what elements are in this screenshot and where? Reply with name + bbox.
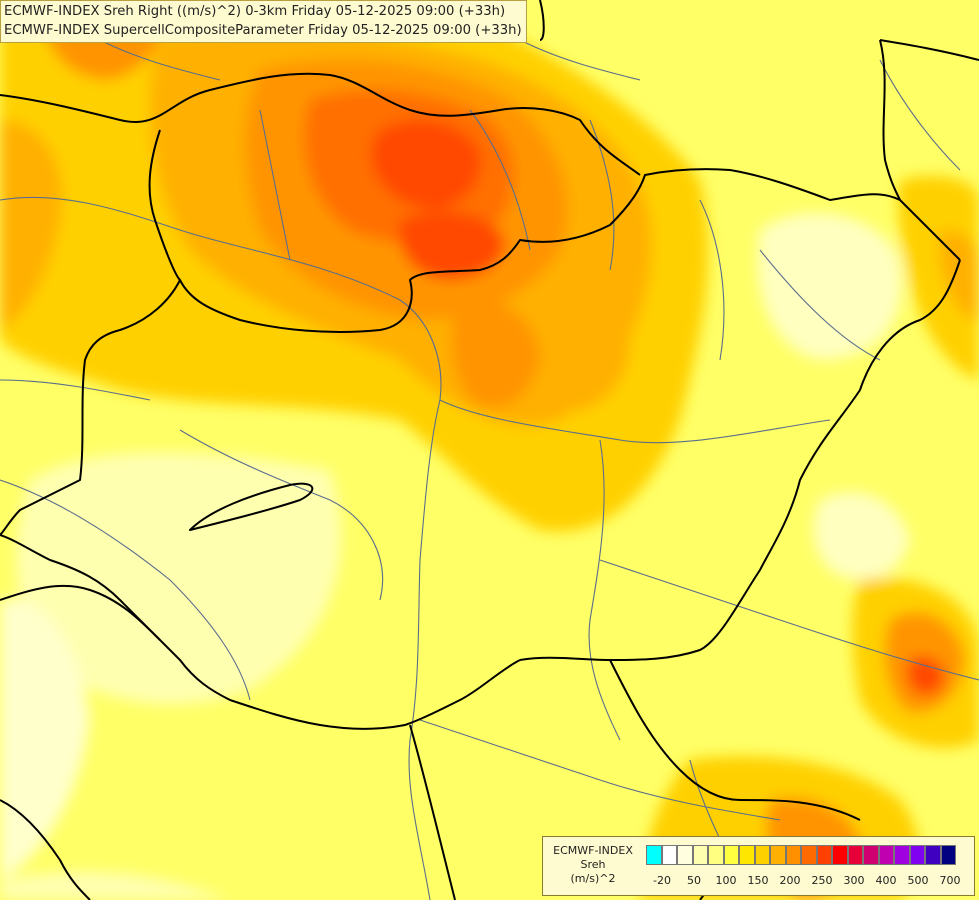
map-title-box: ECMWF-INDEX Sreh Right ((m/s)^2) 0-3km F… — [0, 0, 527, 43]
legend-swatch — [646, 845, 662, 865]
legend-swatch — [754, 845, 770, 865]
legend-tick-label: 100 — [715, 874, 737, 887]
legend-swatch — [863, 845, 879, 865]
legend-tick-label: 700 — [939, 874, 961, 887]
legend-swatch — [677, 845, 693, 865]
legend-swatch — [940, 845, 956, 865]
legend-variable: Sreh — [580, 858, 606, 871]
legend-color-bar — [646, 845, 956, 865]
legend-source: ECMWF-INDEX — [553, 844, 633, 857]
legend-swatch — [878, 845, 894, 865]
legend-swatch — [925, 845, 941, 865]
legend-tick-label: 50 — [687, 874, 701, 887]
legend-swatch — [894, 845, 910, 865]
legend-tick-label: 250 — [811, 874, 833, 887]
legend-swatch — [909, 845, 925, 865]
legend-text: ECMWF-INDEX Sreh (m/s)^2 — [543, 844, 643, 886]
legend-swatch — [832, 845, 848, 865]
legend-tick-label: -20 — [653, 874, 671, 887]
map-title-line-1: ECMWF-INDEX Sreh Right ((m/s)^2) 0-3km F… — [4, 4, 506, 19]
legend-swatch — [723, 845, 739, 865]
map-title-line-2: ECMWF-INDEX SupercellCompositeParameter … — [4, 23, 522, 38]
legend-tick-labels: -20 50 100 150 200 250 300 400 500 700 — [646, 874, 976, 888]
legend-swatch — [661, 845, 677, 865]
color-legend: ECMWF-INDEX Sreh (m/s)^2 -20 50 100 150 200 2… — [542, 836, 975, 896]
legend-swatch — [708, 845, 724, 865]
legend-tick-label: 300 — [843, 874, 865, 887]
legend-swatch — [785, 845, 801, 865]
legend-swatch — [739, 845, 755, 865]
legend-tick-label: 150 — [747, 874, 769, 887]
legend-tick-label: 200 — [779, 874, 801, 887]
legend-swatch — [801, 845, 817, 865]
legend-tick-label: 500 — [907, 874, 929, 887]
legend-unit: (m/s)^2 — [570, 872, 616, 885]
legend-swatch — [770, 845, 786, 865]
legend-swatch — [847, 845, 863, 865]
legend-swatch — [816, 845, 832, 865]
legend-swatch — [692, 845, 708, 865]
legend-tick-label: 400 — [875, 874, 897, 887]
